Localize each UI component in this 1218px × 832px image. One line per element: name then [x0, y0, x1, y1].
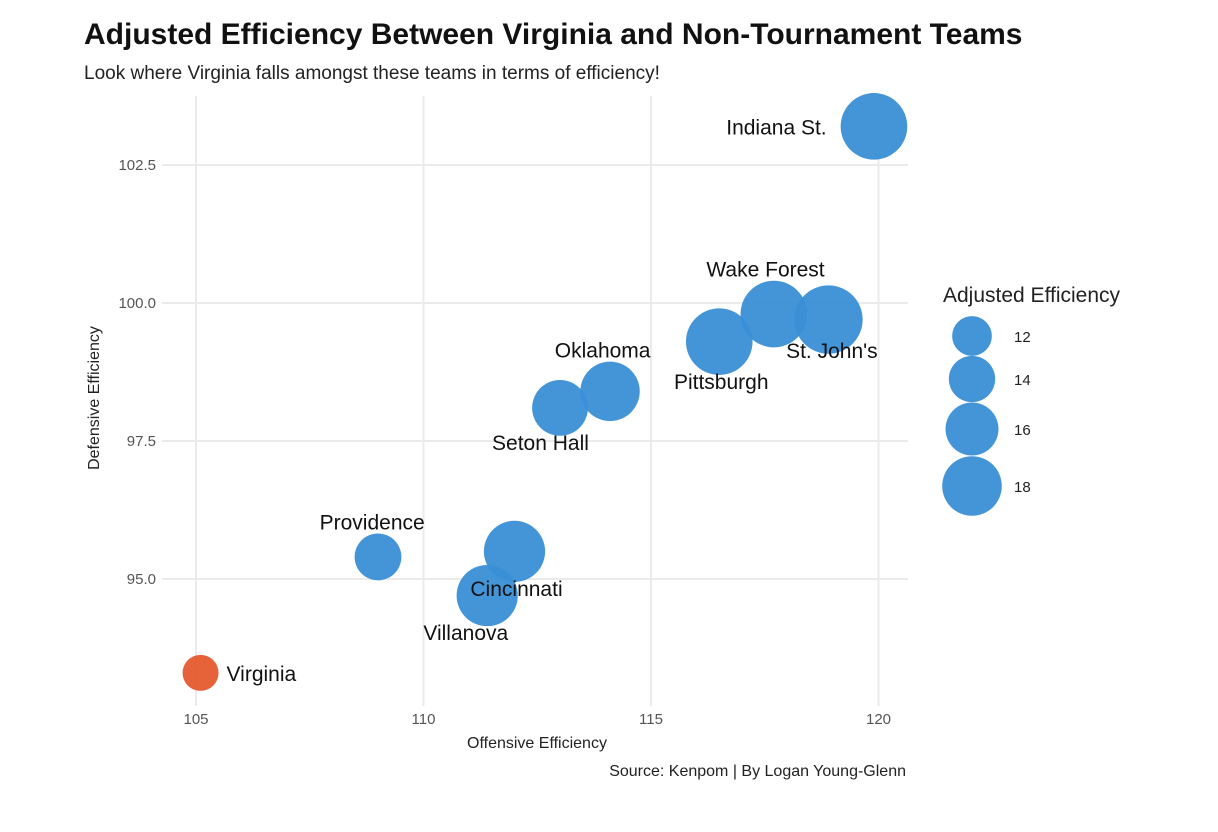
- data-point: [456, 564, 518, 627]
- x-tick-label: 115: [639, 711, 663, 728]
- y-tick-labels: 95.0 97.5 100.0 102.5: [118, 157, 156, 588]
- point-label: St. John's: [786, 340, 878, 363]
- point-label: Oklahoma: [555, 340, 651, 363]
- y-tick-label: 95.0: [127, 571, 156, 588]
- data-point: [483, 520, 546, 583]
- data-point: [580, 361, 640, 422]
- data-point: [354, 533, 402, 581]
- x-tick-label: 105: [183, 711, 208, 728]
- data-point: [794, 285, 863, 354]
- legend-key: [945, 402, 999, 456]
- legend-label: 12: [1014, 329, 1031, 346]
- chart-caption: Source: Kenpom | By Logan Young-Glenn: [609, 763, 906, 780]
- y-tick-label: 97.5: [127, 433, 156, 450]
- legend-key: [952, 316, 992, 356]
- chart-title: Adjusted Efficiency Between Virginia and…: [84, 18, 1023, 51]
- data-point: [532, 379, 588, 436]
- data-point: [182, 654, 219, 691]
- x-axis-title: Offensive Efficiency: [467, 735, 607, 752]
- point-label: Villanova: [423, 622, 508, 645]
- legend-label: 18: [1014, 479, 1031, 496]
- y-tick-label: 102.5: [118, 157, 156, 174]
- y-tick-label: 100.0: [118, 295, 156, 312]
- legend-key: [948, 355, 996, 403]
- point-label: Providence: [320, 512, 425, 535]
- data-points: [182, 93, 908, 691]
- legend-key: [942, 456, 1002, 516]
- y-axis-title: Defensive Efficiency: [86, 326, 103, 470]
- x-tick-label: 110: [412, 711, 436, 728]
- data-point: [840, 93, 908, 160]
- data-point: [685, 308, 753, 375]
- grid-lines: [162, 96, 908, 706]
- point-label: Seton Hall: [492, 432, 589, 455]
- point-labels: Indiana St. Wake Forest St. John's Pittsbur…: [227, 116, 878, 685]
- point-label: Virginia: [227, 663, 297, 686]
- point-label: Cincinnati: [470, 578, 562, 601]
- point-label: Wake Forest: [706, 259, 824, 282]
- point-label: Pittsburgh: [674, 371, 769, 394]
- x-tick-labels: 105 110 115 120: [183, 711, 891, 728]
- x-tick-label: 120: [866, 711, 891, 728]
- point-label: Indiana St.: [726, 116, 826, 139]
- size-legend: Adjusted Efficiency 12 14 16 18: [942, 284, 1121, 516]
- chart-subtitle: Look where Virginia falls amongst these …: [84, 63, 660, 84]
- legend-title: Adjusted Efficiency: [943, 284, 1121, 307]
- legend-label: 16: [1014, 422, 1031, 439]
- data-point: [740, 280, 808, 348]
- legend-label: 14: [1014, 372, 1031, 389]
